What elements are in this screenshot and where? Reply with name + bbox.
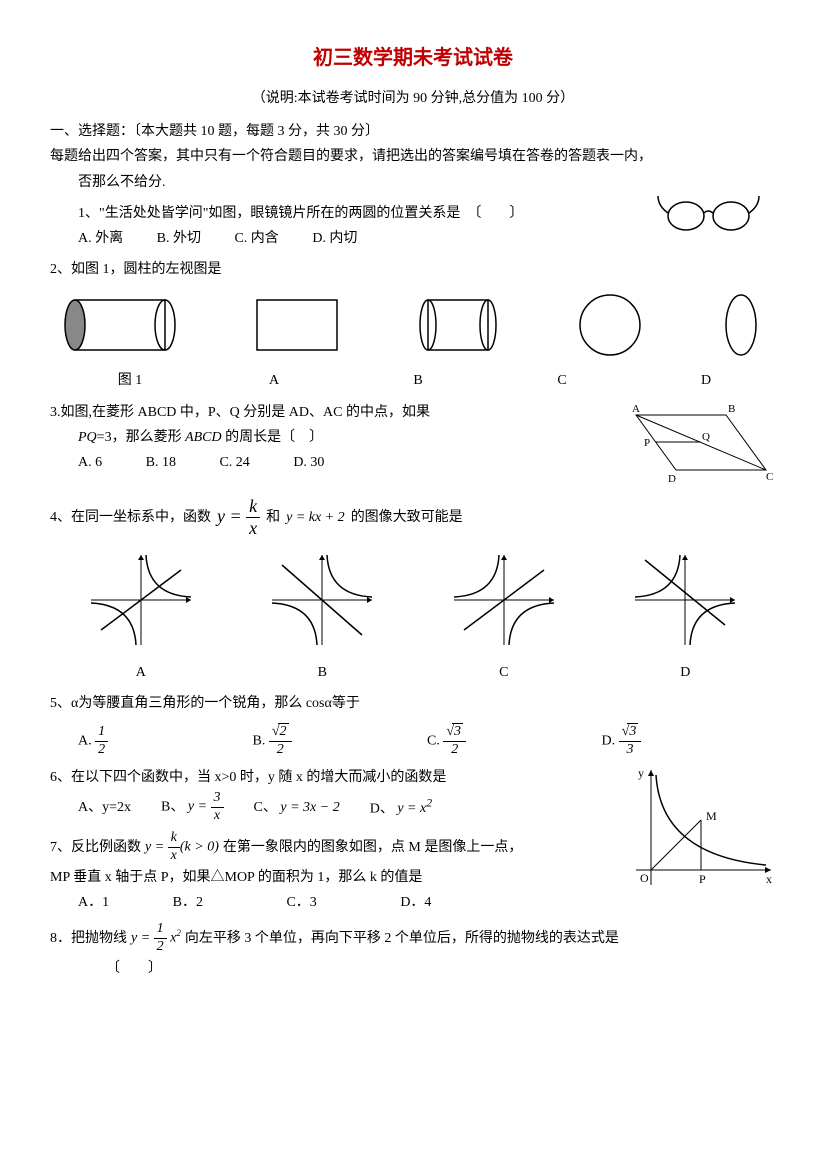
q5-text: 5、α为等腰直角三角形的一个锐角，那么 cosα等于: [50, 691, 776, 716]
q4-label-d: D: [635, 660, 735, 685]
svg-text:Q: Q: [702, 431, 710, 443]
q4-eq2: y = kx + 2: [286, 505, 345, 530]
cylinder-icon: [60, 290, 180, 360]
rectangle-icon: [252, 290, 342, 360]
q7-opt-b: B．2: [173, 890, 203, 915]
q1-opt-c: C. 内含: [234, 226, 278, 251]
q1-opt-b: B. 外切: [157, 226, 201, 251]
q6-opt-b: B、 y = 3x: [161, 790, 224, 825]
svg-text:P: P: [644, 437, 650, 449]
q2-label-b: B: [388, 368, 448, 393]
q8-post: 向左平移 3 个单位，再向下平移 2 个单位后，所得的抛物线的表达式是: [185, 926, 619, 951]
q3-opt-a: A. 6: [78, 450, 102, 475]
q5-opt-c: C. 32: [427, 724, 602, 759]
q3-opt-b: B. 18: [146, 450, 176, 475]
q5-options: A. 12 B. 22 C. 32 D. 33: [50, 724, 776, 759]
section-note: 每题给出四个答案，其中只有一个符合题目的要求，请把选出的答案编号填在答卷的答题表…: [50, 144, 776, 169]
q2-label-c: C: [532, 368, 592, 393]
q4-post: 的图像大致可能是: [351, 505, 463, 530]
section-header: 一、选择题：〔本大题共 10 题，每题 3 分，共 30 分〕: [50, 119, 776, 144]
question-3: A B C D P Q 3.如图,在菱形 ABCD 中，P、Q 分别是 AD、A…: [50, 400, 776, 490]
q4-labels: A B C D: [50, 660, 776, 685]
q8-eq: y = 12 x2: [131, 921, 181, 956]
svg-text:M: M: [706, 809, 717, 823]
svg-text:y: y: [638, 766, 644, 780]
q3-opt-d: D. 30: [293, 450, 324, 475]
q6-opt-d: D、 y = x2: [370, 793, 432, 822]
page-title: 初三数学期未考试试卷: [50, 40, 776, 76]
q4-graphs: [50, 550, 776, 650]
ellipse-icon: [716, 290, 766, 360]
q4-pre: 4、在同一坐标系中，函数: [50, 505, 211, 530]
graph-b-icon: [267, 550, 377, 650]
q5-opt-a: A. 12: [78, 724, 253, 759]
q2-labels: 图 1 A B C D: [50, 368, 776, 393]
q4-label-c: C: [454, 660, 554, 685]
q1-opt-d: D. 内切: [312, 226, 357, 251]
page-subtitle: （说明:本试卷考试时间为 90 分钟,总分值为 100 分）: [50, 86, 776, 111]
q4-text: 4、在同一坐标系中，函数 y = kx 和 y = kx + 2 的图像大致可能…: [50, 496, 776, 540]
q8-pre: 8．把抛物线: [50, 926, 127, 951]
q5-opt-d: D. 33: [602, 724, 777, 759]
q1-opt-a: A. 外离: [78, 226, 123, 251]
q4-eq1: y = kx: [217, 496, 260, 540]
question-8: 8．把抛物线 y = 12 x2 向左平移 3 个单位，再向下平移 2 个单位后…: [50, 921, 776, 981]
q8-bracket: 〔 〕: [50, 956, 776, 981]
graph-d-icon: [630, 550, 740, 650]
q6-options: A、y=2x B、 y = 3x C、 y = 3x − 2 D、 y = x2: [50, 790, 626, 825]
svg-text:B: B: [728, 403, 735, 415]
q6-opt-c: C、 y = 3x − 2: [254, 795, 340, 820]
q2-shapes: [50, 290, 776, 360]
q7-opt-d: D．4: [400, 890, 431, 915]
q7-opt-a: A．1: [78, 890, 109, 915]
graph-c-icon: [449, 550, 559, 650]
question-4: 4、在同一坐标系中，函数 y = kx 和 y = kx + 2 的图像大致可能…: [50, 496, 776, 685]
question-7: 7、反比例函数 y = kx(k > 0) 在第一象限内的图象如图，点 M 是图…: [50, 830, 776, 915]
q2-label-a: A: [244, 368, 304, 393]
rhombus-icon: A B C D P Q: [606, 400, 776, 490]
question-5: 5、α为等腰直角三角形的一个锐角，那么 cosα等于 A. 12 B. 22 C…: [50, 691, 776, 759]
q2-text: 2、如图 1，圆柱的左视图是: [50, 257, 776, 282]
svg-text:A: A: [632, 403, 640, 415]
question-6: M O P x y 6、在以下四个函数中，当 x>0 时，y 随 x 的增大而减…: [50, 765, 776, 825]
q4-label-b: B: [272, 660, 372, 685]
q7-post: 在第一象限内的图象如图，点 M 是图像上一点，: [223, 835, 522, 860]
svg-text:D: D: [668, 473, 676, 485]
question-2: 2、如图 1，圆柱的左视图是 图 1 A B C D: [50, 257, 776, 393]
q7-text: 7、反比例函数 y = kx(k > 0) 在第一象限内的图象如图，点 M 是图…: [50, 830, 626, 865]
q7-pre: 7、反比例函数: [50, 835, 141, 860]
circle-icon: [575, 290, 645, 360]
q7-text2: MP 垂直 x 轴于点 P，如果△MOP 的面积为 1，那么 k 的值是: [50, 865, 776, 890]
q3-opt-c: C. 24: [219, 450, 249, 475]
svg-text:C: C: [766, 471, 773, 483]
q4-label-a: A: [91, 660, 191, 685]
rounded-rect-icon: [413, 290, 503, 360]
graph-a-icon: [86, 550, 196, 650]
q7-options: A．1 B．2 C．3 D．4: [50, 890, 776, 915]
q7-opt-c: C．3: [286, 890, 316, 915]
q8-text: 8．把抛物线 y = 12 x2 向左平移 3 个单位，再向下平移 2 个单位后…: [50, 921, 776, 956]
q5-opt-b: B. 22: [253, 724, 428, 759]
q7-eq: y = kx(k > 0): [145, 830, 219, 865]
glasses-icon: [656, 191, 766, 236]
q2-label-fig: 图 1: [100, 368, 160, 393]
q6-opt-a: A、y=2x: [78, 795, 131, 820]
q4-mid: 和: [266, 505, 280, 530]
question-1: 1、"生活处处皆学问"如图，眼镜镜片所在的两圆的位置关系是 〔 〕 A. 外离 …: [50, 201, 776, 251]
q2-label-d: D: [676, 368, 736, 393]
